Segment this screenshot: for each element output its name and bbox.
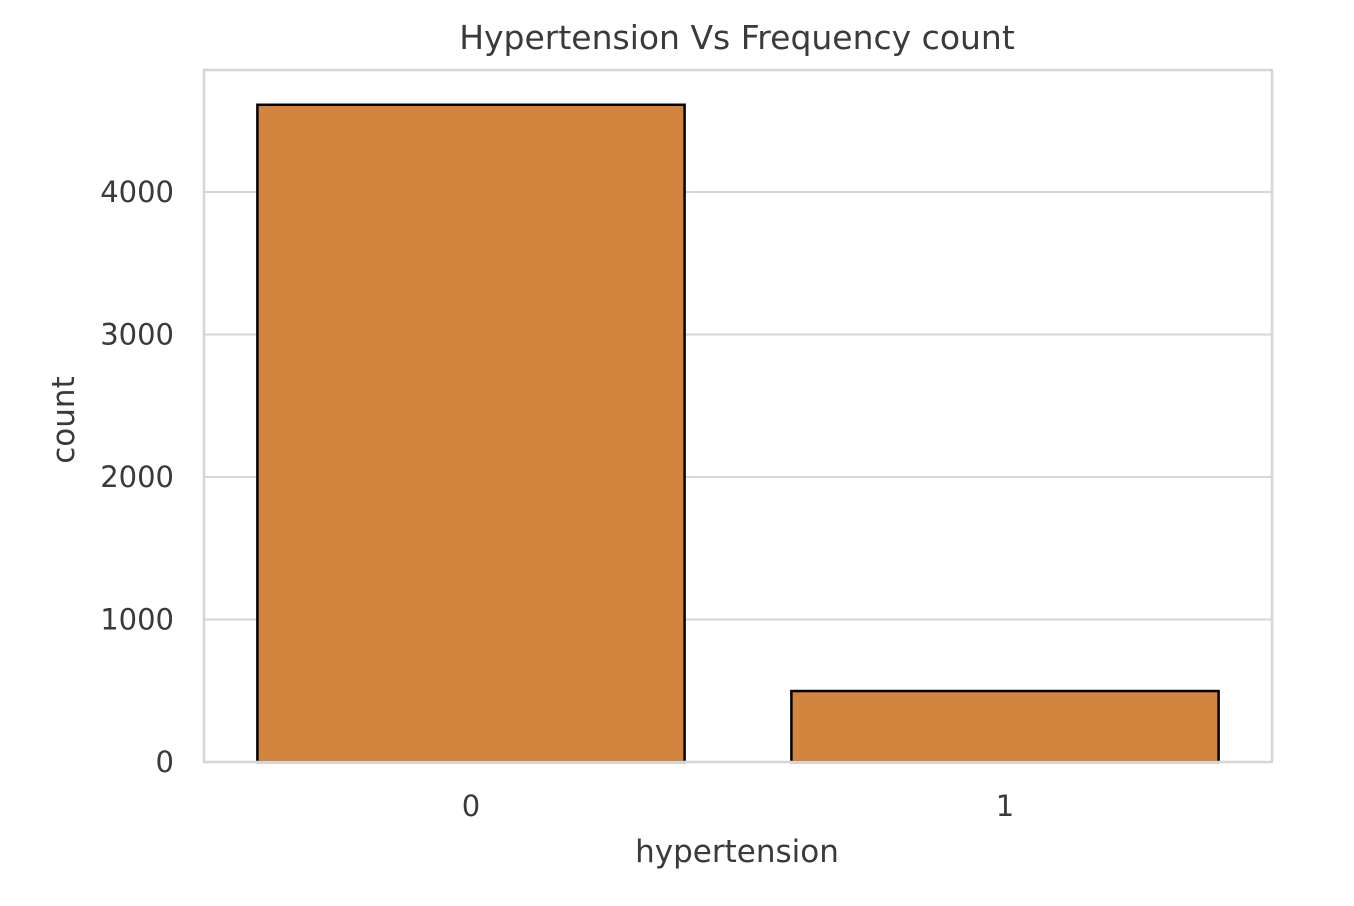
- plot-frame: [202, 68, 1274, 764]
- y-tick-label: 4000: [100, 175, 174, 209]
- x-tick-label: 1: [996, 789, 1014, 823]
- y-axis-label: count: [46, 376, 82, 463]
- y-tick-label: 0: [156, 745, 174, 779]
- bar-1: [790, 689, 1220, 764]
- bar-0: [256, 103, 686, 764]
- y-tick-label: 1000: [100, 602, 174, 636]
- y-tick-labels: 0 1000 2000 3000 4000: [100, 175, 174, 779]
- x-tick-label: 0: [462, 789, 480, 823]
- y-tick-label: 3000: [100, 317, 174, 351]
- y-tick-label: 2000: [100, 460, 174, 494]
- chart-title: Hypertension Vs Frequency count: [459, 18, 1015, 57]
- x-axis-label: hypertension: [635, 834, 839, 870]
- bars: [256, 103, 1220, 764]
